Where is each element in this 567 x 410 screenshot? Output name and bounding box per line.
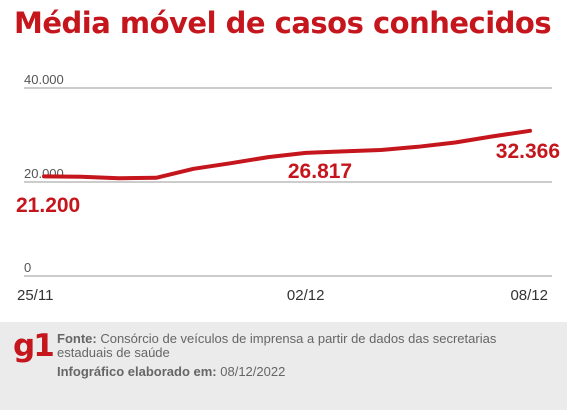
series-line <box>42 128 532 181</box>
line-chart: 0 20.000 40.000 25/11 02/12 08/12 21.200 26.817… <box>16 72 560 304</box>
x-tick-label: 25/11 <box>17 287 53 304</box>
source-label: Fonte: <box>57 331 97 346</box>
credit-label: Infográfico elaborado em: <box>57 364 217 379</box>
data-label: 32.366 <box>496 140 560 163</box>
x-tick-label: 08/12 <box>510 287 548 304</box>
x-tick-label: 02/12 <box>287 287 325 304</box>
credit-note: Infográfico elaborado em: 08/12/2022 <box>57 365 285 379</box>
data-label: 26.817 <box>288 160 352 183</box>
chart-title: Média móvel de casos conhecidos <box>14 6 552 40</box>
data-label: 21.200 <box>16 194 80 217</box>
y-tick-label: 40.000 <box>24 72 64 87</box>
source-note: Fonte: Consórcio de veículos de imprensa… <box>57 332 547 360</box>
footer: g1 Fonte: Consórcio de veículos de impre… <box>0 322 567 410</box>
y-tick-label: 0 <box>24 260 31 275</box>
y-tick-label: 20.000 <box>24 166 64 181</box>
g1-logo: g1 <box>13 328 55 364</box>
source-text: Consórcio de veículos de imprensa a part… <box>57 331 497 360</box>
credit-date: 08/12/2022 <box>216 364 286 379</box>
